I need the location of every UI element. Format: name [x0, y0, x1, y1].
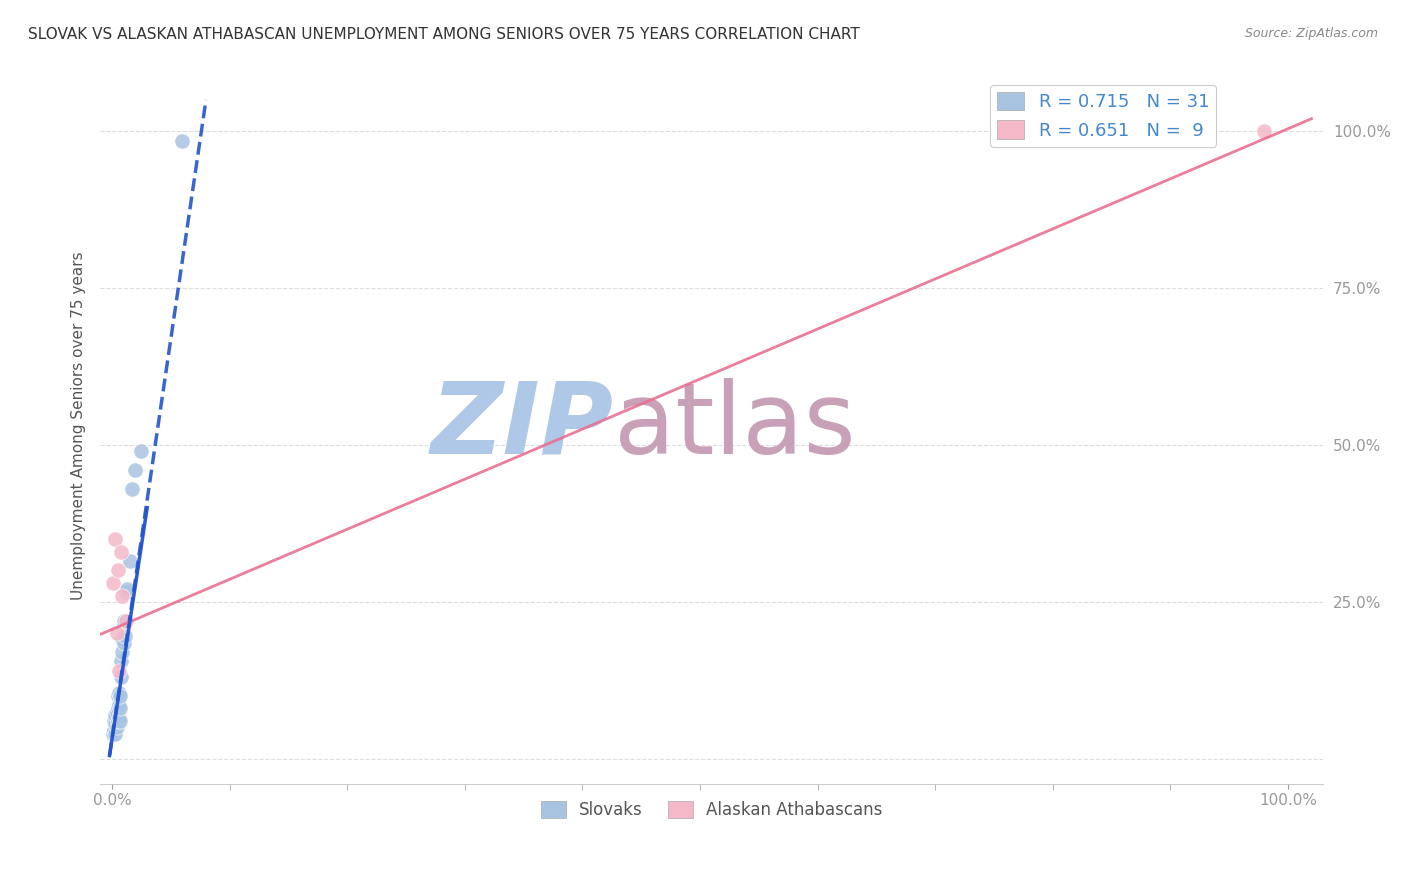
Point	[111, 632, 134, 647]
Text: ZIP: ZIP	[430, 377, 614, 475]
Point	[104, 532, 127, 546]
Point	[103, 723, 125, 738]
Text: SLOVAK VS ALASKAN ATHABASCAN UNEMPLOYMENT AMONG SENIORS OVER 75 YEARS CORRELATIO: SLOVAK VS ALASKAN ATHABASCAN UNEMPLOYMEN…	[28, 27, 860, 42]
Point	[115, 585, 138, 599]
Point	[110, 544, 132, 558]
Legend: Slovaks, Alaskan Athabascans: Slovaks, Alaskan Athabascans	[534, 794, 889, 825]
Y-axis label: Unemployment Among Seniors over 75 years: Unemployment Among Seniors over 75 years	[72, 252, 86, 600]
Point	[104, 726, 127, 740]
Point	[108, 664, 131, 678]
Point	[112, 635, 135, 649]
Point	[105, 705, 128, 719]
Point	[108, 689, 131, 703]
Point	[107, 701, 129, 715]
Point	[172, 134, 194, 148]
Point	[118, 554, 141, 568]
Point	[101, 576, 124, 591]
Point	[108, 686, 131, 700]
Point	[104, 717, 127, 731]
Point	[105, 626, 128, 640]
Point	[110, 670, 132, 684]
Point	[121, 482, 143, 496]
Point	[111, 589, 134, 603]
Point	[107, 563, 129, 577]
Point	[114, 629, 136, 643]
Point	[1253, 124, 1275, 138]
Point	[111, 645, 134, 659]
Point	[107, 689, 129, 703]
Text: Source: ZipAtlas.com: Source: ZipAtlas.com	[1244, 27, 1378, 40]
Point	[115, 614, 138, 628]
Point	[101, 726, 124, 740]
Point	[108, 701, 131, 715]
Text: atlas: atlas	[614, 377, 855, 475]
Point	[107, 714, 129, 728]
Point	[104, 707, 127, 722]
Point	[105, 720, 128, 734]
Point	[108, 714, 131, 728]
Point	[124, 463, 146, 477]
Point	[108, 711, 131, 725]
Point	[115, 582, 138, 597]
Point	[112, 614, 135, 628]
Point	[103, 714, 125, 728]
Point	[110, 654, 132, 668]
Point	[108, 698, 131, 713]
Point	[129, 444, 152, 458]
